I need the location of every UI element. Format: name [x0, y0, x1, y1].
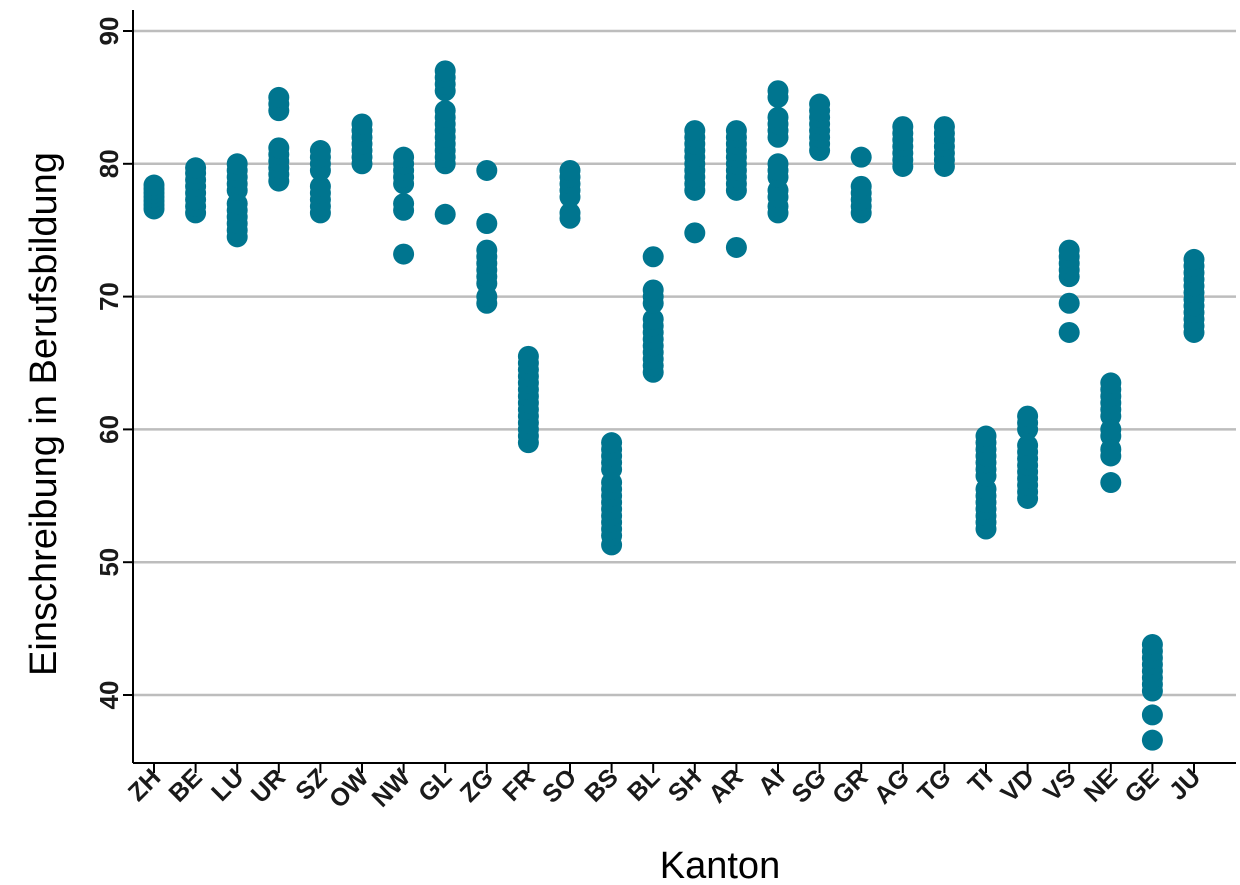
point-sh: [684, 222, 706, 244]
y-axis-title: Einschreibung in Berufsbildung: [23, 152, 65, 676]
y-tick-label-60: 60: [94, 415, 124, 444]
point-ne: [1100, 472, 1122, 494]
y-tick-label-70: 70: [94, 282, 124, 311]
point-ow: [351, 113, 373, 135]
point-nw: [393, 146, 415, 168]
point-ai: [767, 80, 789, 102]
point-ai: [767, 106, 789, 128]
point-ge: [1141, 634, 1163, 656]
x-tick-label-tg: TG: [912, 763, 956, 807]
point-zh: [143, 174, 165, 196]
x-tick-label-be: BE: [163, 763, 207, 807]
point-so: [559, 159, 581, 181]
x-tick-label-vd: VD: [995, 763, 1039, 807]
point-vd: [1017, 434, 1039, 456]
data-points: [143, 60, 1205, 751]
x-tick-label-ne: NE: [1079, 763, 1123, 807]
y-tick-label-40: 40: [94, 681, 124, 710]
point-ur: [268, 137, 290, 159]
x-tick-label-ar: AR: [703, 763, 748, 808]
x-tick-label-zg: ZG: [455, 763, 499, 807]
x-tick-label-gr: GR: [827, 763, 873, 809]
point-bl: [642, 308, 664, 330]
point-ag: [892, 116, 914, 138]
point-tg: [933, 116, 955, 138]
y-tick-label-80: 80: [94, 149, 124, 178]
x-tick-label-fr: FR: [497, 763, 540, 806]
point-ne: [1100, 372, 1122, 394]
x-tick-label-lu: LU: [206, 763, 249, 806]
x-tick-label-ju: JU: [1164, 763, 1206, 805]
point-bs: [601, 432, 623, 454]
x-tick-label-so: SO: [537, 763, 582, 808]
point-gl: [434, 100, 456, 122]
x-tick-label-nw: NW: [367, 763, 417, 813]
point-gl: [434, 60, 456, 82]
y-tick-label-90: 90: [94, 17, 124, 46]
y-axis: 40 50 60 70 80 90: [94, 10, 134, 763]
x-tick-label-ge: GE: [1119, 763, 1164, 808]
point-zg: [476, 159, 498, 181]
point-gr: [850, 175, 872, 197]
x-tick-label-vs: VS: [1038, 763, 1081, 806]
point-bl: [642, 246, 664, 268]
point-nw: [393, 193, 415, 215]
x-tick-label-ow: OW: [324, 763, 375, 814]
x-tick-label-zh: ZH: [123, 763, 166, 806]
point-ge: [1141, 704, 1163, 726]
x-tick-label-sh: SH: [663, 763, 707, 807]
point-nw: [393, 243, 415, 265]
x-tick-label-gl: GL: [413, 763, 457, 807]
point-bl: [642, 279, 664, 301]
point-vs: [1058, 292, 1080, 314]
x-tick-label-ag: AG: [869, 763, 915, 809]
point-gl: [434, 203, 456, 225]
point-sg: [809, 93, 831, 115]
x-tick-label-ti: TI: [963, 763, 999, 799]
x-tick-label-bs: BS: [579, 763, 623, 807]
x-tick-label-sg: SG: [786, 763, 831, 808]
point-zg: [476, 213, 498, 235]
point-fr: [517, 345, 539, 367]
x-tick-label-ai: AI: [753, 763, 790, 800]
point-ar: [725, 120, 747, 142]
point-ge: [1141, 729, 1163, 751]
point-sh: [684, 120, 706, 142]
point-vs: [1058, 239, 1080, 261]
x-axis-title: Kanton: [660, 845, 780, 885]
point-ti: [975, 425, 997, 447]
point-sz: [309, 140, 331, 162]
point-lu: [226, 153, 248, 175]
y-tick-label-50: 50: [94, 548, 124, 577]
point-ar: [725, 236, 747, 258]
point-sz: [309, 175, 331, 197]
point-ai: [767, 153, 789, 175]
point-ju: [1183, 248, 1205, 270]
point-vd: [1017, 405, 1039, 427]
point-ur: [268, 86, 290, 108]
point-zg: [476, 239, 498, 261]
point-vs: [1058, 321, 1080, 343]
x-tick-label-ur: UR: [246, 763, 291, 808]
point-so: [559, 202, 581, 224]
point-be: [185, 157, 207, 179]
x-tick-label-bl: BL: [622, 763, 665, 806]
point-gr: [850, 146, 872, 168]
x-tick-label-sz: SZ: [290, 763, 332, 805]
